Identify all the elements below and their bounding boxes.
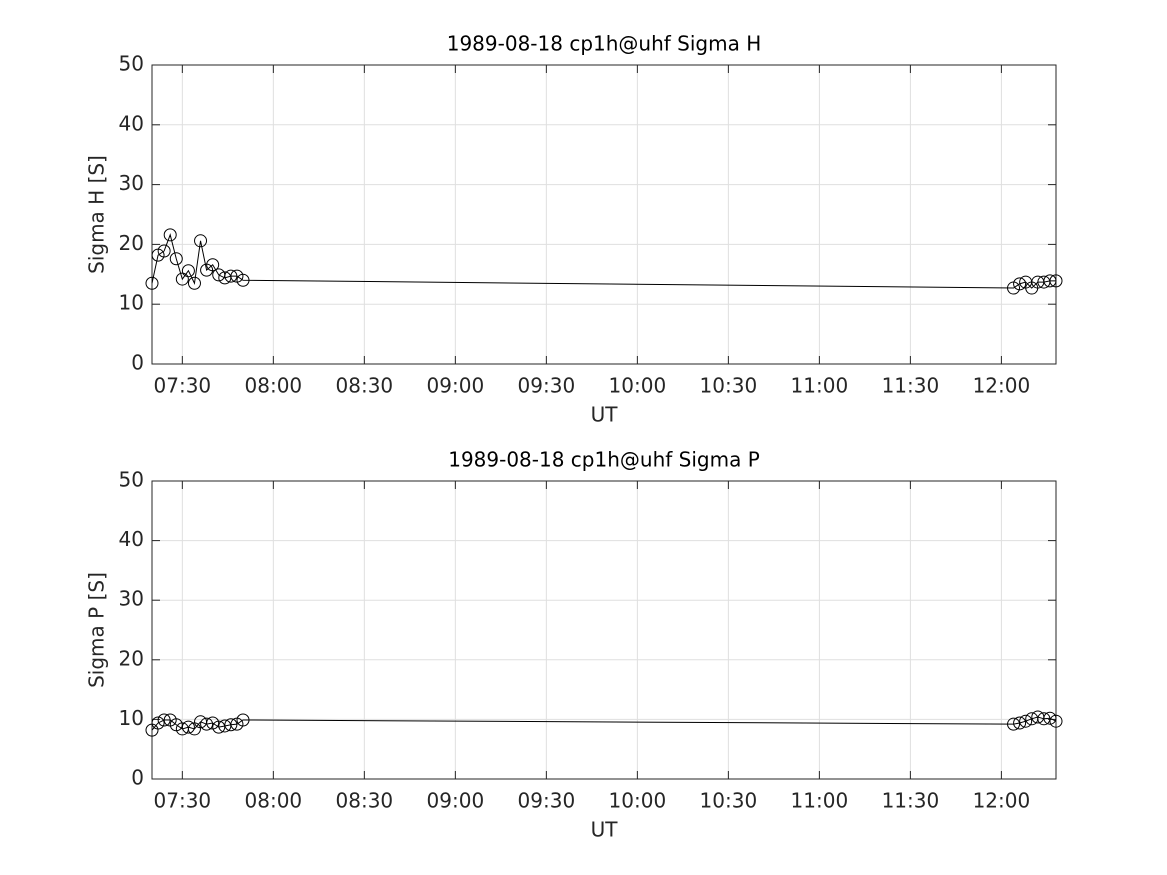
- y-axis-label: Sigma P [S]: [85, 572, 109, 688]
- x-tick-label: 11:30: [882, 374, 940, 398]
- x-tick-label: 09:30: [518, 789, 576, 813]
- data-point: [1013, 277, 1027, 291]
- x-axis-label: UT: [591, 403, 619, 427]
- x-tick-label: 11:30: [882, 789, 940, 813]
- y-tick-label: 40: [119, 111, 144, 135]
- chart-title: 1989-08-18 cp1h@uhf Sigma H: [447, 32, 762, 56]
- x-axis-label: UT: [591, 818, 619, 842]
- data-point: [236, 273, 250, 287]
- y-tick-label: 20: [119, 231, 144, 255]
- data-point: [181, 720, 195, 734]
- x-tick-label: 08:30: [336, 374, 394, 398]
- x-tick-label: 08:30: [336, 789, 394, 813]
- y-axis-label: Sigma H [S]: [85, 155, 109, 274]
- x-tick-label: 11:00: [791, 789, 849, 813]
- y-tick-label: 30: [119, 587, 144, 611]
- x-tick-label: 07:30: [154, 789, 212, 813]
- x-tick-label: 12:00: [973, 374, 1031, 398]
- plot-area: [152, 65, 1056, 364]
- data-point: [163, 228, 177, 242]
- axes-box: [151, 64, 1057, 365]
- y-tick-label: 40: [119, 527, 144, 551]
- data-point: [151, 716, 165, 730]
- data-point: [1049, 274, 1063, 288]
- data-point: [181, 264, 195, 278]
- y-tick-label: 10: [119, 291, 144, 315]
- x-tick-label: 09:00: [427, 789, 485, 813]
- y-tick-label: 50: [119, 468, 144, 492]
- data-point: [212, 720, 226, 734]
- data-line: [151, 233, 1056, 289]
- x-tick-label: 08:00: [245, 374, 303, 398]
- x-tick-label: 08:00: [245, 789, 303, 813]
- data-point: [1013, 716, 1027, 730]
- x-tick-label: 11:00: [791, 374, 849, 398]
- data-point: [157, 713, 171, 727]
- y-tick-label: 10: [119, 706, 144, 730]
- data-point: [224, 718, 238, 732]
- data-point: [1007, 717, 1021, 731]
- y-tick-label: 30: [119, 171, 144, 195]
- data-point: [236, 713, 250, 727]
- x-tick-label: 10:00: [609, 789, 667, 813]
- y-tick-label: 50: [119, 52, 144, 76]
- data-point: [200, 717, 214, 731]
- y-tick-label: 0: [131, 351, 144, 375]
- x-tick-label: 07:30: [154, 374, 212, 398]
- x-tick-label: 10:30: [700, 374, 758, 398]
- y-tick-label: 0: [131, 766, 144, 790]
- data-point: [1049, 714, 1063, 728]
- chart-title: 1989-08-18 cp1h@uhf Sigma P: [448, 448, 760, 472]
- data-point: [1019, 714, 1033, 728]
- y-tick-label: 20: [119, 646, 144, 670]
- data-point: [194, 234, 208, 248]
- x-tick-label: 10:00: [609, 374, 667, 398]
- data-point: [157, 244, 171, 258]
- data-point: [224, 269, 238, 283]
- x-tick-label: 12:00: [973, 789, 1031, 813]
- data-point: [187, 276, 201, 290]
- data-point: [1043, 711, 1057, 725]
- axes-box: [151, 480, 1057, 780]
- x-tick-label: 09:00: [427, 374, 485, 398]
- data-point: [206, 258, 220, 272]
- data-point: [1037, 712, 1051, 726]
- plot-area: [152, 481, 1056, 779]
- data-point: [175, 272, 189, 286]
- x-tick-label: 10:30: [700, 789, 758, 813]
- data-point: [1043, 274, 1057, 288]
- x-tick-label: 09:30: [518, 374, 576, 398]
- data-point: [169, 252, 183, 266]
- data-point: [145, 276, 159, 290]
